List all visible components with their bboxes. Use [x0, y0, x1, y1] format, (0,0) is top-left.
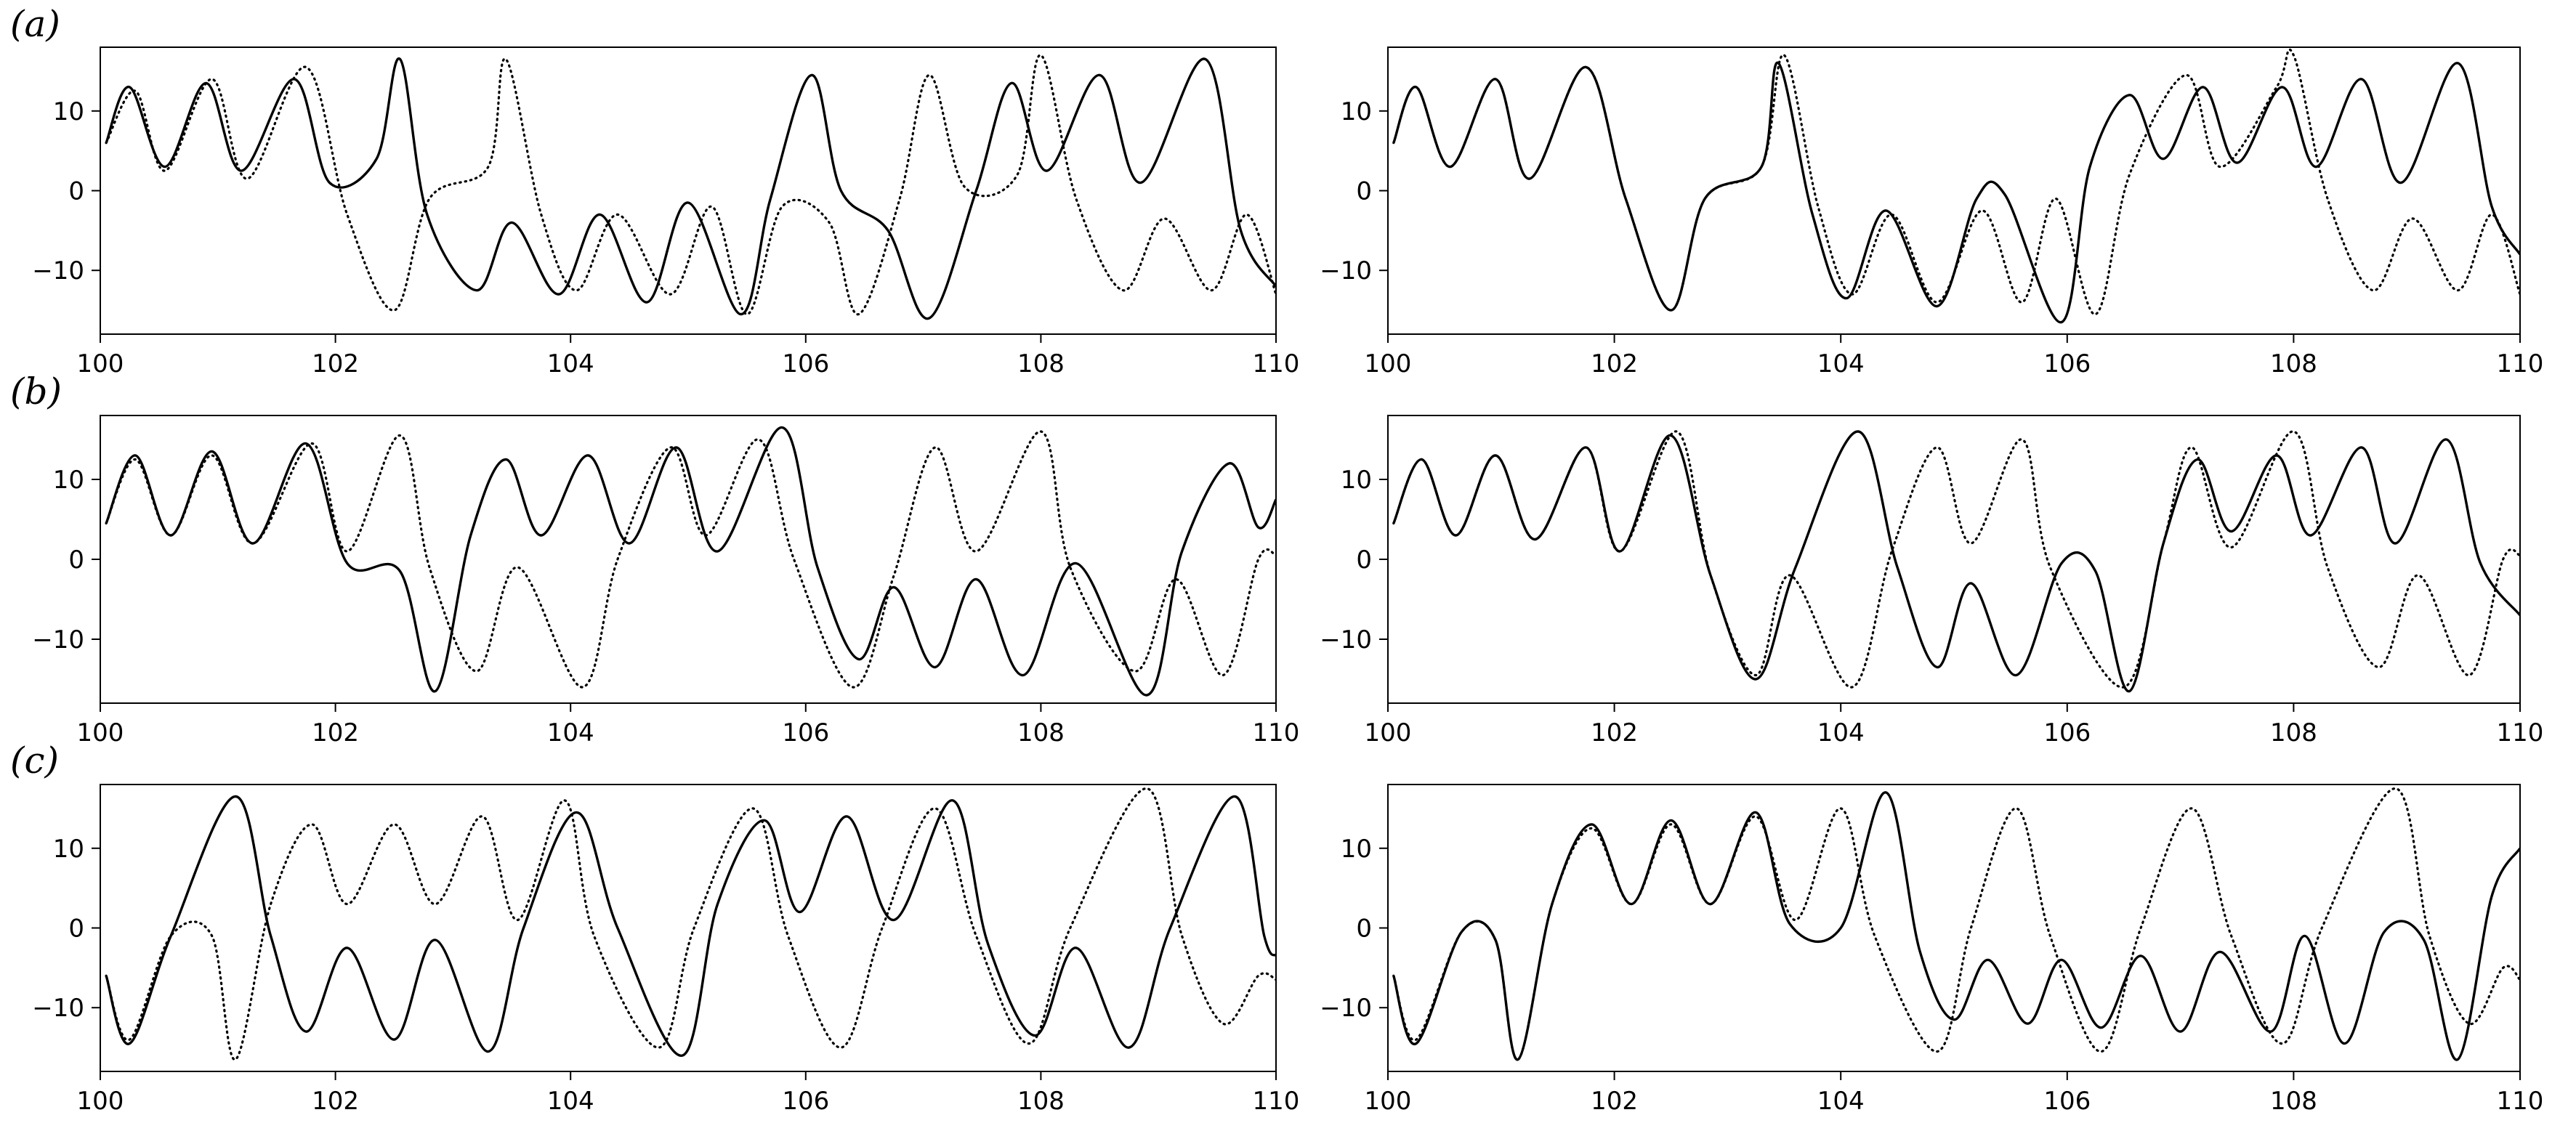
x-tick-label: 102 — [312, 718, 359, 747]
series-line-solid — [1392, 430, 2520, 693]
x-tick-label: 106 — [2043, 349, 2091, 378]
y-tick-label: 10 — [1341, 466, 1372, 495]
y-tick-label: 10 — [53, 97, 84, 126]
x-tick-label: 104 — [547, 1087, 594, 1116]
y-tick-label: −10 — [1320, 256, 1372, 285]
x-tick-label: 106 — [782, 349, 829, 378]
x-tick-label: 104 — [547, 349, 594, 378]
x-tick-label: 104 — [547, 718, 594, 747]
x-tick-label: 110 — [2497, 349, 2544, 378]
x-tick-label: 102 — [312, 1087, 359, 1116]
x-tick-label: 102 — [1591, 718, 1638, 747]
panel-label-a: (a) — [10, 3, 60, 45]
x-tick-label: 104 — [1817, 718, 1865, 747]
panel-label-b: (b) — [10, 370, 62, 413]
y-tick-label: 10 — [53, 466, 84, 495]
x-tick-label: 102 — [1591, 1087, 1638, 1116]
x-tick-label: 106 — [782, 718, 829, 747]
x-tick-label: 106 — [782, 1087, 829, 1116]
series-line-solid — [1392, 61, 2520, 324]
series-line-dotted — [1392, 787, 2520, 1061]
y-tick-label: −10 — [32, 625, 84, 654]
axes-frame — [1387, 784, 2521, 1072]
x-tick-label: 108 — [1017, 1087, 1065, 1116]
series-line-solid — [1392, 791, 2520, 1061]
x-tick-label: 108 — [1017, 718, 1065, 747]
y-tick-label: 10 — [1341, 97, 1372, 126]
x-tick-label: 100 — [77, 1087, 124, 1116]
x-tick-label: 110 — [1253, 718, 1300, 747]
series-line-dotted — [105, 787, 1276, 1061]
x-tick-label: 110 — [2497, 1087, 2544, 1116]
x-tick-label: 108 — [2270, 718, 2317, 747]
x-tick-label: 106 — [2043, 1087, 2091, 1116]
y-tick-label: 10 — [53, 835, 84, 864]
series-line-dotted — [1392, 430, 2520, 689]
y-tick-label: 0 — [1356, 915, 1372, 944]
series-line-solid — [105, 795, 1276, 1057]
x-tick-label: 106 — [2043, 718, 2091, 747]
y-tick-label: 10 — [1341, 835, 1372, 864]
x-tick-label: 108 — [1017, 349, 1065, 378]
series-line-dotted — [105, 430, 1276, 689]
x-tick-label: 110 — [2497, 718, 2544, 747]
y-tick-label: 0 — [1356, 546, 1372, 575]
x-tick-label: 100 — [1365, 1087, 1412, 1116]
y-tick-label: 0 — [68, 546, 84, 575]
x-tick-label: 100 — [77, 718, 124, 747]
y-tick-label: −10 — [32, 994, 84, 1023]
x-tick-label: 102 — [312, 349, 359, 378]
series-line-dotted — [105, 54, 1276, 316]
x-tick-label: 100 — [1365, 718, 1412, 747]
axes-frame — [100, 784, 1277, 1072]
x-tick-label: 108 — [2270, 349, 2317, 378]
y-tick-label: 0 — [68, 177, 84, 206]
y-tick-label: −10 — [1320, 994, 1372, 1023]
x-tick-label: 100 — [77, 349, 124, 378]
y-tick-label: −10 — [32, 256, 84, 285]
series-line-dotted — [1392, 48, 2520, 316]
series-line-solid — [105, 426, 1276, 697]
x-tick-label: 104 — [1817, 349, 1865, 378]
series-line-solid — [105, 57, 1276, 320]
x-tick-label: 108 — [2270, 1087, 2317, 1116]
axes-frame — [100, 415, 1277, 704]
x-tick-label: 102 — [1591, 349, 1638, 378]
y-tick-label: 0 — [1356, 177, 1372, 206]
axes-frame — [100, 46, 1277, 335]
x-tick-label: 104 — [1817, 1087, 1865, 1116]
x-tick-label: 100 — [1365, 349, 1412, 378]
y-tick-label: −10 — [1320, 625, 1372, 654]
x-tick-label: 110 — [1253, 1087, 1300, 1116]
panel-label-c: (c) — [10, 739, 60, 782]
x-tick-label: 110 — [1253, 349, 1300, 378]
y-tick-label: 0 — [68, 915, 84, 944]
